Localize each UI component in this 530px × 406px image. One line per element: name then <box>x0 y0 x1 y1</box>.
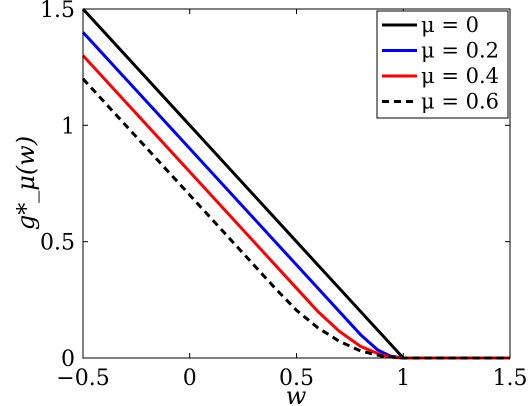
y-tick-label: 0.5 <box>40 231 75 256</box>
ticks-layer: −0.5 0 0.5 1 1.500.511.5 <box>40 0 528 391</box>
y-axis-label: g*_μ(w) <box>12 136 40 230</box>
y-tick-label: 0 <box>61 347 75 372</box>
legend-label-3: μ = 0.6 <box>421 90 499 114</box>
y-tick-label: 1.5 <box>40 0 75 23</box>
x-axis-label: w <box>286 382 307 406</box>
x-tick-label: −0.5 <box>56 366 109 391</box>
x-tick-label: 1 <box>396 366 410 391</box>
x-tick-label: 0 <box>183 366 197 391</box>
series-line-3 <box>81 77 510 360</box>
y-tick-label: 1 <box>61 114 75 139</box>
legend: μ = 0μ = 0.2μ = 0.4μ = 0.6 <box>376 10 509 119</box>
legend-label-0: μ = 0 <box>421 13 479 37</box>
y-axis-label-group: g*_μ(w) <box>12 136 40 230</box>
legend-label-1: μ = 0.2 <box>421 39 499 63</box>
x-tick-label: 0.5 <box>279 366 314 391</box>
legend-label-2: μ = 0.4 <box>421 64 499 88</box>
x-tick-label: 1.5 <box>493 366 528 391</box>
